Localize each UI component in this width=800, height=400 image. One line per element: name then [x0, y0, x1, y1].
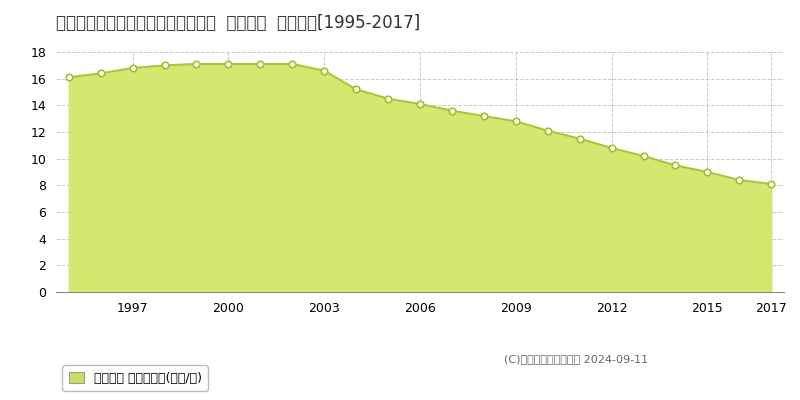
Point: [478, 113, 490, 119]
Legend: 地価公示 平均坪単価(万円/坪): 地価公示 平均坪単価(万円/坪): [62, 366, 208, 391]
Point: [446, 108, 458, 114]
Point: [510, 118, 522, 124]
Text: (C)土地価格ドットコム 2024-09-11: (C)土地価格ドットコム 2024-09-11: [504, 354, 648, 364]
Text: 秋田県能代市字寿域長根５０番３外  地価公示  地価推移[1995-2017]: 秋田県能代市字寿域長根５０番３外 地価公示 地価推移[1995-2017]: [56, 14, 420, 32]
Point: [669, 162, 682, 168]
Point: [574, 136, 586, 142]
Point: [605, 145, 618, 151]
Point: [733, 177, 746, 183]
Point: [350, 86, 362, 92]
Point: [637, 153, 650, 159]
Point: [414, 101, 426, 107]
Point: [126, 65, 139, 71]
Point: [94, 70, 107, 76]
Point: [318, 68, 330, 74]
Point: [701, 169, 714, 175]
Point: [254, 61, 266, 67]
Point: [542, 128, 554, 134]
Point: [190, 61, 203, 67]
Point: [286, 61, 298, 67]
Point: [765, 181, 778, 187]
Point: [62, 74, 75, 80]
Point: [382, 96, 394, 102]
Point: [158, 62, 171, 68]
Point: [222, 61, 235, 67]
